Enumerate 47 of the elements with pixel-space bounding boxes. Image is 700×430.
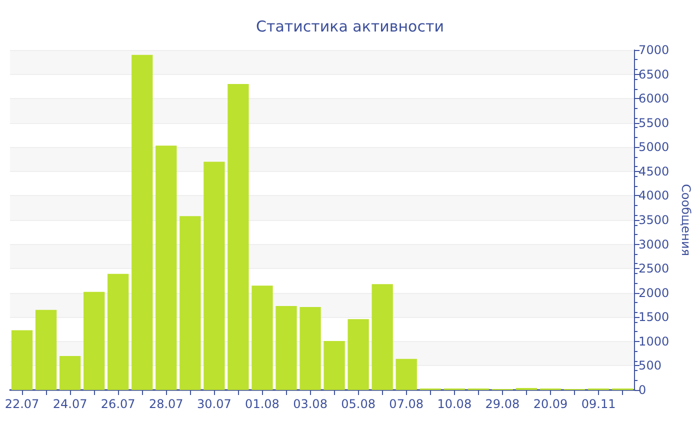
bar — [108, 274, 129, 390]
bar — [180, 216, 201, 390]
x-tick-label: 29.08 — [485, 397, 520, 411]
y-tick-label: 2500 — [638, 262, 670, 276]
bar — [348, 319, 369, 390]
x-tick-label: 07.08 — [389, 397, 424, 411]
bar — [132, 54, 153, 390]
bar — [11, 330, 33, 390]
x-tick-label: 10.08 — [437, 397, 472, 411]
y-axis-title: Сообщения — [679, 184, 693, 256]
bar — [372, 284, 393, 390]
y-tick-label: 1500 — [638, 310, 670, 324]
bar — [324, 340, 345, 390]
x-tick-label: 01.08 — [245, 397, 280, 411]
bar — [276, 306, 297, 390]
x-tick-label: 24.07 — [52, 397, 88, 411]
chart-title: Статистика активности — [256, 18, 444, 36]
y-tick-label: 7000 — [638, 43, 670, 57]
y-tick-label: 4000 — [638, 188, 670, 203]
y-tick-label: 1000 — [638, 334, 670, 348]
y-tick-label: 4500 — [638, 164, 670, 178]
y-tick-label: 3500 — [638, 213, 670, 227]
y-tick-label: 0 — [638, 383, 646, 397]
y-tick-label: 6500 — [638, 67, 670, 82]
bar — [396, 358, 417, 390]
bar — [252, 286, 273, 390]
x-tick-label: 09.11 — [581, 397, 616, 411]
bar — [84, 292, 105, 390]
bar — [228, 84, 249, 390]
bar — [156, 146, 177, 390]
y-tick-label: 500 — [638, 358, 662, 373]
y-tick-label: 5000 — [638, 140, 670, 154]
bar — [35, 310, 57, 390]
y-tick-label: 3000 — [638, 237, 670, 252]
x-tick-label: 03.08 — [293, 397, 328, 411]
bar — [300, 306, 321, 390]
y-tick-label: 6000 — [638, 92, 670, 106]
x-tick-label: 05.08 — [341, 397, 376, 411]
x-tick-label: 26.07 — [100, 397, 136, 411]
x-tick-label: 20.09 — [533, 397, 568, 411]
y-tick-label: 2000 — [638, 286, 670, 300]
bar — [59, 356, 81, 390]
bar — [204, 162, 225, 390]
x-tick-label: 22.07 — [4, 397, 40, 411]
x-tick-label: 30.07 — [197, 397, 232, 411]
y-tick-label: 5500 — [638, 116, 670, 130]
x-tick-label: 28.07 — [148, 397, 184, 411]
